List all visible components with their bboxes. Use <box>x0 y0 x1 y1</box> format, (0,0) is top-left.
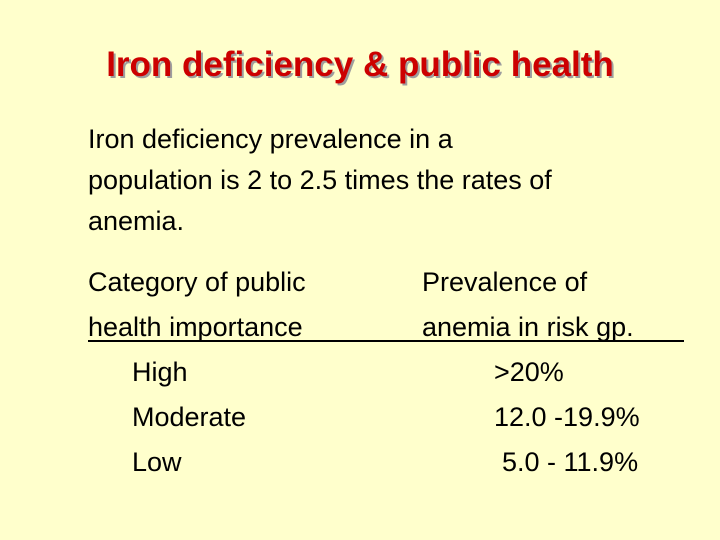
table-row: High >20% <box>88 350 708 395</box>
category-cell: High <box>132 357 188 387</box>
header-category-line2: health importance <box>88 312 303 342</box>
prevalence-cell: >20% <box>494 357 564 387</box>
header-underline <box>88 340 684 342</box>
prevalence-table: Category of public Prevalence of health … <box>88 260 708 485</box>
category-cell: Low <box>132 447 182 477</box>
prevalence-cell: 5.0 - 11.9% <box>502 447 639 477</box>
header-prevalence-line2: anemia in risk gp. <box>422 312 634 342</box>
table-header-row: health importance anemia in risk gp. <box>88 305 708 350</box>
category-cell: Moderate <box>132 402 247 432</box>
body-line: Iron deficiency prevalence in a <box>88 124 453 154</box>
table-row: Low 5.0 - 11.9% <box>88 440 708 485</box>
prevalence-cell: 12.0 -19.9% <box>494 402 640 432</box>
body-paragraph: Iron deficiency prevalence in a populati… <box>88 119 708 242</box>
body-line: population is 2 to 2.5 times the rates o… <box>88 165 552 195</box>
slide-title: Iron deficiency & public health <box>106 45 614 84</box>
table-row: Moderate 12.0 -19.9% <box>88 395 708 440</box>
header-category-line1: Category of public <box>88 267 306 297</box>
body-line: anemia. <box>88 206 185 236</box>
header-prevalence-line1: Prevalence of <box>422 267 588 297</box>
table-header-row: Category of public Prevalence of <box>88 260 708 305</box>
